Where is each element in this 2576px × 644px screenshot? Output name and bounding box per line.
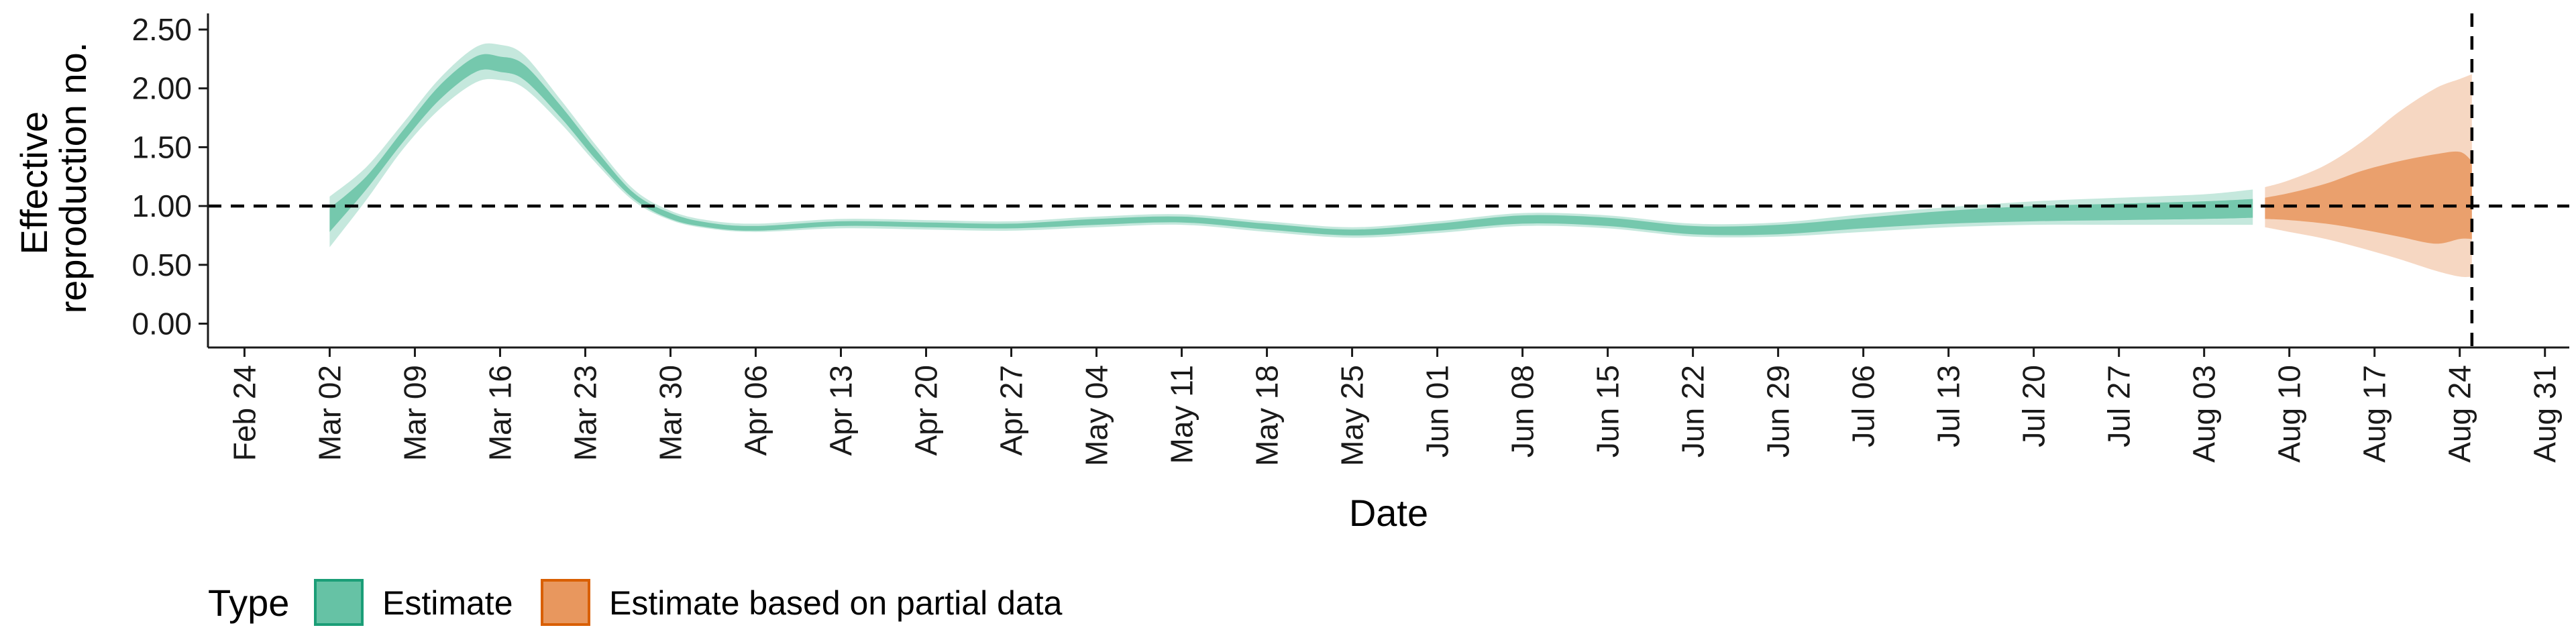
legend-key-partial-estimate <box>541 579 590 626</box>
x-tick-label: Jun 15 <box>1591 365 1625 458</box>
axes: 0.00 0.50 1.00 1.50 2.00 2.50 Feb 24 Mar 02 Mar… <box>131 12 2569 466</box>
legend-key-estimate <box>314 579 364 626</box>
x-tick-label: Aug 10 <box>2272 365 2307 463</box>
legend: Type Estimate Estimate based on partial … <box>208 579 1063 626</box>
y-axis-title-line-2: reproduction no. <box>52 42 94 314</box>
x-tick-label: Mar 30 <box>653 365 688 461</box>
x-tick-label: Jun 29 <box>1761 365 1796 458</box>
y-ticks: 0.00 0.50 1.00 1.50 2.00 2.50 <box>131 12 208 341</box>
band-inner-estimate <box>329 54 2253 235</box>
y-tick-label: 2.50 <box>131 12 192 47</box>
x-tick-label: Apr 06 <box>738 365 773 456</box>
x-tick-label: Aug 17 <box>2357 365 2392 463</box>
x-tick-label: Apr 27 <box>994 365 1029 456</box>
x-tick-label: Jun 22 <box>1676 365 1711 458</box>
x-tick-label: Aug 31 <box>2528 365 2563 463</box>
x-tick-label: Jun 01 <box>1420 365 1455 458</box>
x-ticks: Feb 24 Mar 02 Mar 09 Mar 16 Mar 23 Mar 30 Apr … <box>227 347 2563 466</box>
x-tick-label: Mar 02 <box>312 365 347 461</box>
x-axis-title: Date <box>1349 492 1428 534</box>
y-axis-title: Effective reproduction no. <box>13 42 94 314</box>
y-axis-title-line-1: Effective <box>13 111 55 255</box>
y-tick-label: 0.00 <box>131 306 192 341</box>
x-tick-label: Mar 23 <box>568 365 602 461</box>
y-tick-label: 1.50 <box>131 129 192 164</box>
x-tick-label: Apr 13 <box>824 365 859 456</box>
x-tick-label: Jul 27 <box>2102 365 2137 447</box>
x-tick-label: Mar 16 <box>482 365 517 461</box>
legend-label-partial-estimate: Estimate based on partial data <box>609 584 1063 622</box>
y-tick-label: 0.50 <box>131 248 192 282</box>
x-tick-label: Apr 20 <box>909 365 944 456</box>
x-tick-label: Feb 24 <box>227 365 262 461</box>
x-tick-label: May 25 <box>1335 365 1370 466</box>
x-tick-label: May 18 <box>1250 365 1285 466</box>
x-tick-label: Jul 20 <box>2017 365 2051 447</box>
x-tick-label: Aug 03 <box>2187 365 2222 463</box>
legend-label-estimate: Estimate <box>382 584 513 622</box>
x-tick-label: Jul 13 <box>1931 365 1966 447</box>
x-tick-label: Jun 08 <box>1505 365 1540 458</box>
x-tick-label: Jul 06 <box>1846 365 1881 447</box>
x-tick-label: May 04 <box>1079 365 1114 466</box>
y-tick-label: 1.00 <box>131 189 192 223</box>
legend-title: Type <box>208 582 289 624</box>
band-inner-partial-estimate <box>2265 151 2472 244</box>
y-tick-label: 2.00 <box>131 71 192 106</box>
x-tick-label: May 11 <box>1165 365 1199 464</box>
x-tick-label: Mar 09 <box>397 365 432 461</box>
x-tick-label: Aug 24 <box>2443 365 2477 463</box>
plot-bands <box>329 43 2472 277</box>
